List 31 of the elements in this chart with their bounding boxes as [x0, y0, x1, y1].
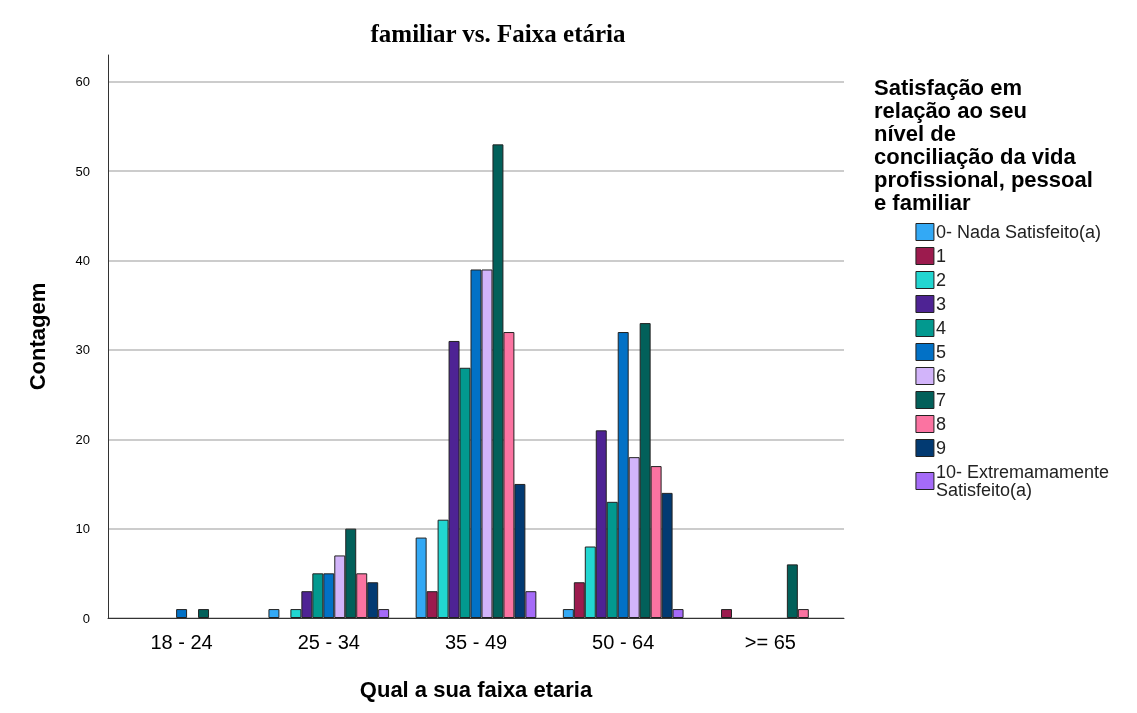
legend-label: 6	[935, 366, 946, 386]
legend-label: 2	[935, 270, 946, 290]
y-tick-label: 40	[75, 253, 90, 269]
legend-label: 1	[935, 246, 946, 266]
y-tick-label: 60	[75, 74, 90, 90]
legend-label: 8	[935, 414, 946, 434]
legend-label: 7	[935, 390, 946, 410]
legend-label: 4	[935, 318, 946, 338]
x-axis-title: Qual a sua faixa etaria	[359, 676, 593, 702]
x-tick-label: 50 - 64	[592, 631, 655, 653]
y-tick-label: 50	[75, 163, 90, 179]
y-axis-title: Contagem	[24, 282, 50, 391]
legend-label: 10- Extremamamente Satisfeito(a)	[935, 462, 1115, 500]
legend-label: 5	[935, 342, 946, 362]
y-tick-label: 30	[75, 342, 90, 358]
bar	[198, 609, 210, 618]
bar	[176, 609, 188, 618]
legend-label: 9	[935, 438, 946, 458]
legend-title: Satisfação em relação ao seu nível de conciliação da vida profissional, pessoal e familiar	[874, 75, 1099, 215]
x-tick-label: >= 65	[744, 631, 796, 653]
chart-title: familiar vs. Faixa etária	[370, 20, 627, 47]
y-tick-label: 0	[82, 610, 90, 626]
legend-label: 3	[935, 294, 946, 314]
bar	[268, 609, 280, 618]
x-tick-label: 18 - 24	[150, 631, 213, 653]
x-tick-label: 35 - 49	[444, 631, 508, 653]
y-tick-label: 20	[75, 431, 90, 447]
legend-label: 0- Nada Satisfeito(a)	[935, 222, 1102, 242]
y-tick-label: 10	[75, 521, 90, 537]
bar	[721, 609, 732, 618]
x-tick-label: 25 - 34	[297, 631, 360, 653]
